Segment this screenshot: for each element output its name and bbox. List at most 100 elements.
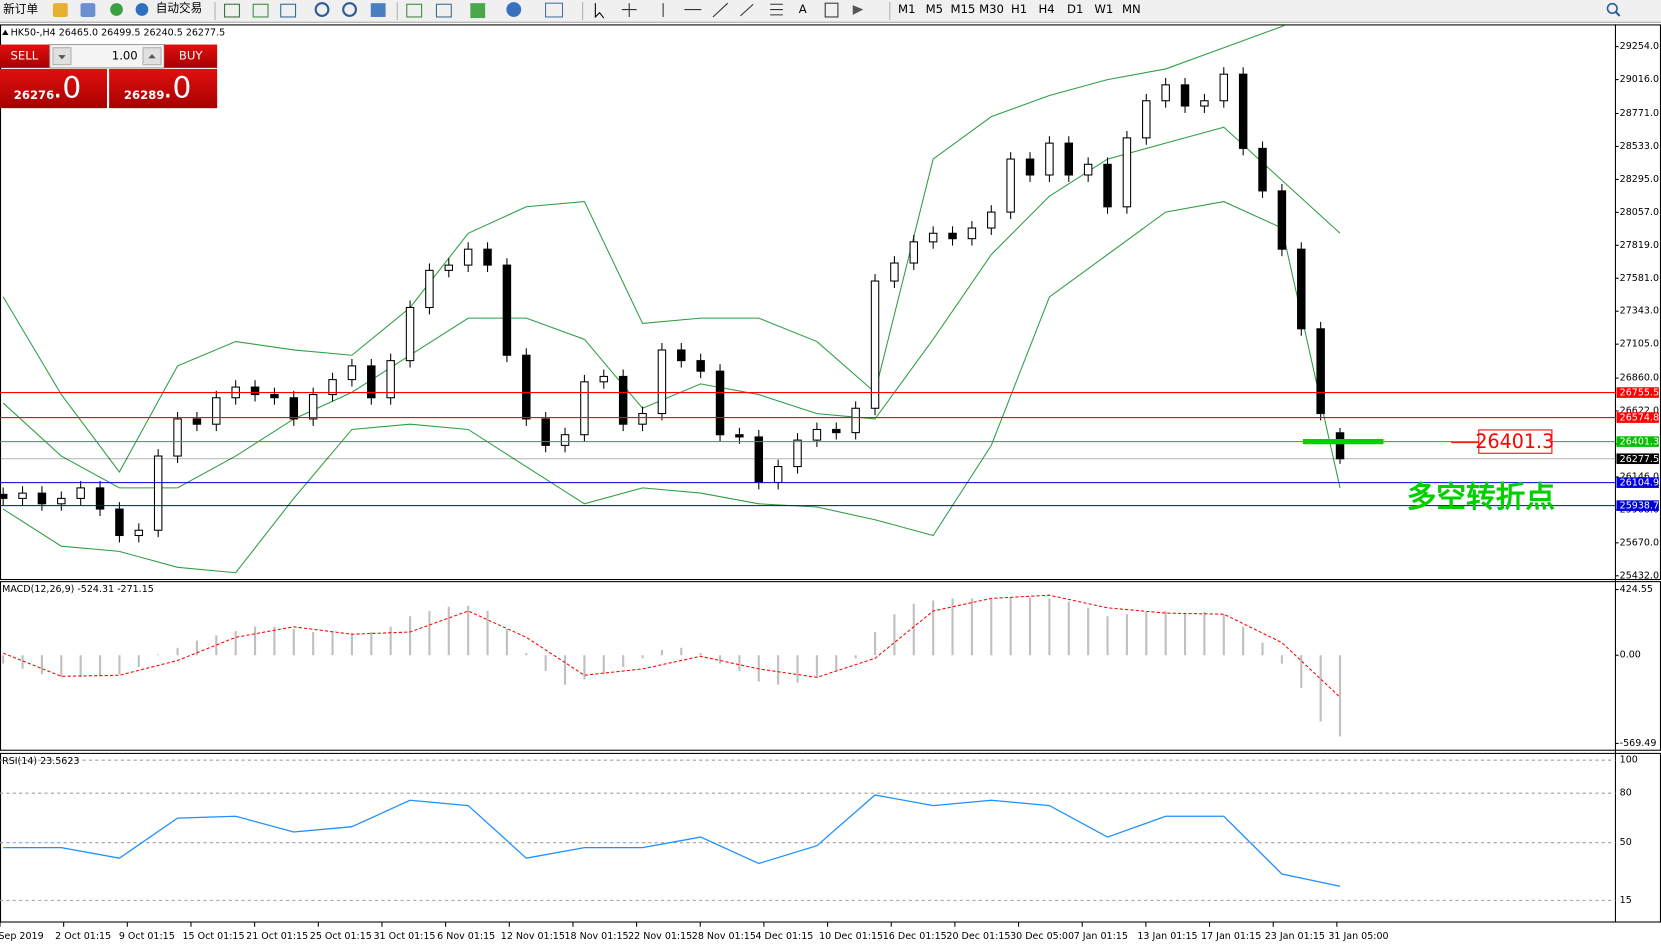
icon[interactable] xyxy=(621,3,637,17)
icon[interactable] xyxy=(80,3,96,17)
icon[interactable] xyxy=(252,3,269,18)
buy-label[interactable]: BUY xyxy=(179,49,203,63)
icon[interactable] xyxy=(852,5,864,15)
candle-body xyxy=(851,407,860,434)
bollinger-upper xyxy=(2,25,1286,473)
x-tick-label: 21 Oct 01:15 xyxy=(246,931,308,942)
buy-button[interactable] xyxy=(164,44,218,68)
y-tick-label: 29016.0 xyxy=(1620,74,1659,85)
x-tick-label: 20 Dec 01:15 xyxy=(946,931,1010,942)
icon[interactable] xyxy=(712,2,729,18)
sell-label[interactable]: SELL xyxy=(11,49,39,63)
candle-body xyxy=(347,365,357,381)
candle-body xyxy=(638,412,647,425)
icon[interactable] xyxy=(342,2,357,17)
bollinger-middle xyxy=(2,126,1341,489)
ask-box[interactable] xyxy=(109,68,218,109)
x-tick-label: 13 Jan 01:15 xyxy=(1137,931,1197,942)
timeframe-button[interactable]: H4 xyxy=(1039,2,1055,16)
rsi-label: RSI(14) 23.5623 xyxy=(2,756,79,767)
candle-body xyxy=(832,428,841,434)
candle-body xyxy=(1297,248,1306,330)
candle-body xyxy=(1238,73,1248,149)
candle-body xyxy=(483,248,492,266)
timeframe-button[interactable]: D1 xyxy=(1067,2,1083,16)
timeframe-button[interactable]: MN xyxy=(1122,2,1141,16)
candle-body xyxy=(270,394,279,399)
price-level-tag xyxy=(1616,436,1659,447)
icon[interactable] xyxy=(506,2,522,17)
icon[interactable] xyxy=(770,3,783,16)
y-tick-label: 25670.0 xyxy=(1620,537,1659,548)
auto-trade[interactable]: 自动交易 xyxy=(156,1,203,15)
price-level-label: 26401.3 xyxy=(1620,437,1659,448)
lot-size[interactable]: 1.00 xyxy=(112,49,138,63)
y-tick-label: 26146.0 xyxy=(1620,471,1659,482)
y-tick-label: 80 xyxy=(1620,788,1632,799)
candle-body xyxy=(153,455,163,531)
y-tick-label: 26860.0 xyxy=(1620,373,1659,384)
bid-box[interactable] xyxy=(0,68,107,109)
timeframe-button[interactable]: M30 xyxy=(979,2,1004,16)
price-level-label: 25938.7 xyxy=(1620,501,1659,512)
candle-body xyxy=(212,397,221,425)
icon[interactable] xyxy=(545,2,564,18)
candle-body xyxy=(1064,142,1074,176)
candle-body xyxy=(580,381,589,436)
y-tick-label: 424.55 xyxy=(1620,584,1653,595)
icon[interactable] xyxy=(280,3,297,18)
timeframe-button[interactable]: M15 xyxy=(950,2,975,16)
candle-body xyxy=(1258,147,1267,192)
symbol-header: HK50-,H4 26465.0 26499.5 26240.5 26277.5 xyxy=(11,27,226,38)
icon[interactable] xyxy=(370,3,386,17)
icon[interactable] xyxy=(740,3,754,17)
x-tick-label: 2 Oct 01:15 xyxy=(55,931,111,942)
icon[interactable] xyxy=(135,3,149,16)
icon[interactable] xyxy=(110,3,123,16)
icon[interactable] xyxy=(594,3,605,19)
candle-body xyxy=(618,375,628,425)
rsi-line xyxy=(3,794,1341,887)
candle-body xyxy=(308,394,318,420)
sell-button[interactable] xyxy=(0,44,50,68)
icon[interactable] xyxy=(52,3,68,17)
collapse-icon[interactable] xyxy=(2,29,9,35)
candle-body xyxy=(134,529,144,537)
candle-body xyxy=(502,264,512,356)
timeframe-button[interactable]: M1 xyxy=(898,2,915,16)
timeframes: M1 M5 M15 M30 H1 H4 D1 W1 MN xyxy=(898,2,1141,16)
candle-body xyxy=(76,487,85,499)
search-icon[interactable] xyxy=(1614,10,1621,17)
icon[interactable] xyxy=(435,3,452,18)
x-tick-label: 17 Jan 01:15 xyxy=(1201,931,1261,942)
candle-body xyxy=(1103,163,1112,208)
candle-body xyxy=(1219,73,1229,102)
timeframe-button[interactable]: W1 xyxy=(1094,2,1113,16)
icon[interactable]: A xyxy=(799,2,807,16)
x-tick-label: 4 Dec 01:15 xyxy=(755,931,813,942)
candle-body xyxy=(37,492,47,505)
candle-body xyxy=(18,492,27,499)
y-tick-label: 28295.0 xyxy=(1620,174,1659,185)
x-tick-label: 10 Dec 01:15 xyxy=(819,931,883,942)
icon[interactable] xyxy=(224,3,240,18)
price-level-label: 26574.8 xyxy=(1620,413,1659,424)
macd-label: MACD(12,26,9) -524.31 -271.15 xyxy=(2,584,154,595)
search-icon[interactable] xyxy=(1606,2,1618,15)
price-level-tag xyxy=(1616,453,1659,465)
icon[interactable] xyxy=(470,3,486,19)
timeframe-button[interactable]: M5 xyxy=(926,2,943,16)
ask-fraction: .0 xyxy=(163,70,191,105)
x-tick-label: 9 Oct 01:15 xyxy=(119,931,175,942)
timeframe-button[interactable]: H1 xyxy=(1011,2,1027,16)
x-tick-label: 22 Nov 01:15 xyxy=(628,931,692,942)
candle-body xyxy=(1161,84,1170,102)
icon[interactable] xyxy=(406,3,423,18)
icon[interactable] xyxy=(824,2,839,18)
ask-price: 26289 xyxy=(124,88,164,102)
new-order[interactable]: 新订单 xyxy=(3,2,38,16)
icon[interactable] xyxy=(314,2,330,17)
candle-body xyxy=(522,354,531,420)
